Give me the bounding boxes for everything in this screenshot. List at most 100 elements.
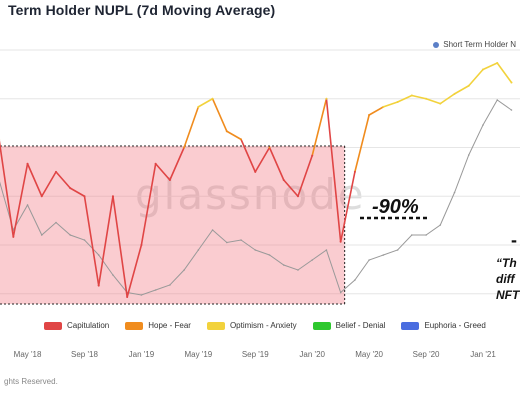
zone-label: Capitulation xyxy=(67,321,110,330)
nupl-point xyxy=(496,62,499,64)
nupl-point xyxy=(211,97,214,100)
nupl-segment xyxy=(154,162,171,181)
nupl-segment xyxy=(354,114,370,173)
price-point xyxy=(268,254,271,256)
nupl-segment xyxy=(339,171,356,243)
nupl-point xyxy=(481,68,484,71)
nupl-point xyxy=(325,97,328,100)
price-point xyxy=(510,109,513,111)
price-point xyxy=(183,269,185,271)
nupl-point xyxy=(55,170,58,173)
zone-swatch xyxy=(206,321,225,330)
price-point xyxy=(325,249,328,251)
x-tick-label: Jan '21 xyxy=(470,350,496,359)
price-point xyxy=(140,294,143,296)
nupl-point xyxy=(197,105,200,108)
nupl-point xyxy=(439,102,442,105)
nupl-segment xyxy=(368,106,385,116)
nupl-segment xyxy=(325,97,342,243)
nupl-segment xyxy=(0,140,15,238)
nupl-segment xyxy=(311,97,328,157)
nupl-point xyxy=(425,97,428,100)
price-point xyxy=(211,229,214,231)
nupl-segment xyxy=(240,138,257,173)
nupl-segment xyxy=(55,171,72,189)
nupl-point xyxy=(353,170,356,173)
chart-title: Term Holder NUPL (7d Moving Average) xyxy=(8,2,276,18)
nupl-segment xyxy=(482,62,499,71)
price-point xyxy=(467,154,470,156)
zone-legend-item: Capitulation xyxy=(44,321,109,330)
zone-label: Belief - Denial xyxy=(335,321,386,330)
price-point xyxy=(311,259,314,261)
x-tick-label: Sep '20 xyxy=(413,350,440,359)
nupl-segment xyxy=(197,97,214,108)
nupl-point xyxy=(111,195,114,198)
price-point xyxy=(83,239,86,241)
nupl-segment xyxy=(83,195,100,287)
nupl-point xyxy=(311,154,314,157)
nupl-point xyxy=(140,244,143,246)
price-point xyxy=(55,221,57,224)
nupl-segment xyxy=(140,162,157,246)
nupl-point xyxy=(467,84,470,87)
zone-swatch xyxy=(125,321,144,330)
nupl-segment xyxy=(254,146,271,173)
nupl-point xyxy=(97,284,100,287)
nupl-point xyxy=(40,195,43,198)
nupl-point xyxy=(225,130,228,133)
nupl-point xyxy=(382,105,385,108)
zone-label: Optimism - Anxiety xyxy=(229,321,297,330)
x-tick-label: Jan '19 xyxy=(129,350,155,359)
series-legend: Short Term Holder N xyxy=(433,40,516,49)
capitulation-box xyxy=(0,146,345,304)
price-point xyxy=(26,204,29,206)
nupl-segment xyxy=(169,146,185,181)
nupl-point xyxy=(268,146,271,149)
nupl-point xyxy=(126,296,129,298)
price-point xyxy=(169,284,171,286)
zone-legend-item: Hope - Fear xyxy=(125,321,191,330)
nupl-point xyxy=(339,240,342,243)
side-annotation-dash: - xyxy=(511,230,517,250)
nupl-segment xyxy=(112,195,128,298)
nupl-segment xyxy=(396,94,413,103)
nupl-segment xyxy=(40,171,57,198)
nupl-segment xyxy=(226,130,242,141)
nupl-point xyxy=(154,162,157,165)
nupl-point xyxy=(296,195,299,198)
x-tick-label: Sep '19 xyxy=(242,350,269,359)
x-tick-label: May '18 xyxy=(14,350,42,359)
nupl-segment xyxy=(268,146,285,181)
price-point xyxy=(411,234,413,236)
nupl-point xyxy=(26,162,29,165)
nupl-segment xyxy=(282,179,299,198)
nupl-point xyxy=(510,81,513,84)
footer-copyright: ghts Reserved. xyxy=(4,377,58,386)
price-point xyxy=(354,279,356,281)
nupl-point xyxy=(12,235,15,238)
zone-swatch xyxy=(312,321,331,330)
series-line-btc-price xyxy=(0,99,512,296)
price-point xyxy=(297,269,299,271)
nupl-segment xyxy=(126,244,143,298)
nupl-segment xyxy=(411,94,427,100)
nupl-segment xyxy=(183,106,200,149)
price-point xyxy=(382,254,385,256)
nupl-point xyxy=(453,92,456,95)
nupl-segment xyxy=(496,62,513,84)
price-point xyxy=(154,289,157,291)
nupl-segment xyxy=(425,97,442,105)
price-point xyxy=(69,234,72,236)
nupl-segment xyxy=(69,187,86,198)
price-point xyxy=(339,291,342,294)
nupl-segment xyxy=(12,162,29,238)
price-point xyxy=(197,249,200,251)
nupl-segment xyxy=(26,162,43,198)
price-point xyxy=(453,191,456,194)
legend-dot-icon xyxy=(433,41,440,48)
nupl-point xyxy=(240,138,243,141)
zone-legend-item: Optimism - Anxiety xyxy=(206,321,297,330)
price-point xyxy=(254,249,257,251)
nupl-segment xyxy=(211,97,228,133)
